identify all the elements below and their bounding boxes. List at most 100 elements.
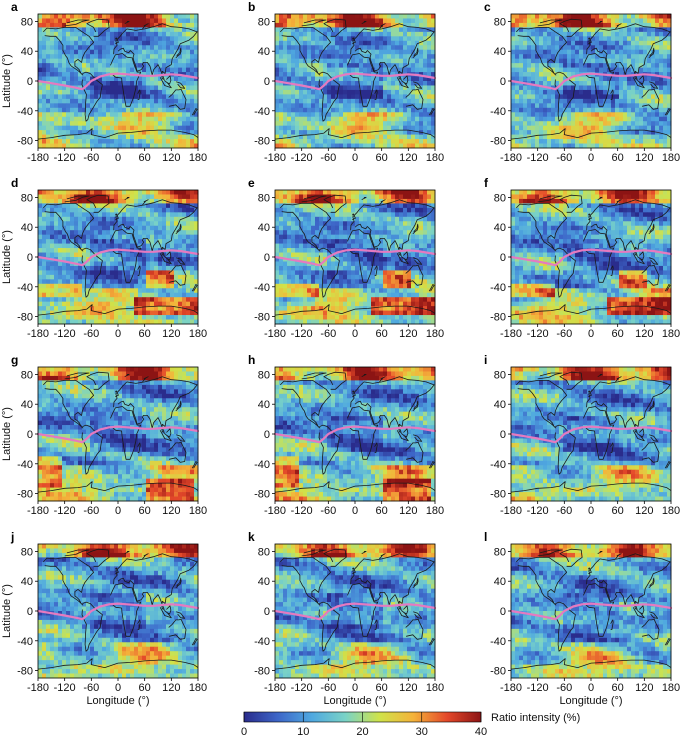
heatmap-cell [431,36,436,42]
heatmap-cell [591,116,596,122]
heatmap-cell [663,121,668,127]
heatmap-cell [555,40,560,46]
heatmap-cell [90,27,95,33]
heatmap-cell [351,98,356,104]
heatmap-cell [110,116,115,122]
heatmap-cell [335,40,340,46]
heatmap-cell [150,36,155,42]
heatmap-cell [607,112,612,118]
heatmap-cell [591,58,596,64]
heatmap-cell [599,85,604,91]
heatmap-cell [383,22,388,28]
heatmap-cell [86,67,91,73]
heatmap-cell [619,67,624,73]
heatmap-cell [154,216,159,222]
heatmap-cell [186,67,191,73]
heatmap-cell [559,134,564,140]
heatmap-cell [399,89,404,95]
heatmap-cell [383,130,388,135]
heatmap-cell [575,143,580,149]
heatmap-cell [599,63,604,68]
heatmap-cell [166,239,171,244]
heatmap-cell [78,274,83,280]
heatmap-cell [643,76,648,82]
heatmap-cell [275,103,280,109]
heatmap-cell [114,265,119,271]
heatmap-cell [42,252,47,258]
heatmap-cell [511,139,516,144]
heatmap-cell [46,85,51,91]
heatmap-cell [275,134,280,140]
heatmap-cell [311,112,316,118]
heatmap-cell [655,63,660,68]
heatmap-cell [511,116,516,122]
heatmap-cell [102,130,107,135]
heatmap-cell [343,121,348,127]
heatmap-cell [186,125,191,131]
heatmap-cell [190,225,195,231]
heatmap-cell [134,139,139,144]
heatmap-cell [599,103,604,109]
heatmap-cell [86,72,91,77]
heatmap-cell [651,107,656,113]
heatmap-cell [162,261,167,267]
heatmap-cell [194,18,199,24]
heatmap-cell [110,107,115,113]
heatmap-cell [162,288,167,294]
heatmap-cell [583,49,588,55]
heatmap-cell [663,81,668,86]
heatmap-cell [555,143,560,149]
heatmap-cell [591,107,596,113]
heatmap-cell [66,85,71,91]
heatmap-cell [371,103,376,109]
heatmap-cell [347,116,352,122]
heatmap-cell [539,36,544,42]
heatmap-cell [295,45,300,51]
heatmap-cell [599,18,604,24]
heatmap-cell [343,36,348,42]
heatmap-cell [194,261,199,267]
heatmap-cell [46,230,51,236]
heatmap-cell [122,103,127,109]
heatmap-cell [363,85,368,91]
heatmap-cell [178,14,183,19]
heatmap-cell [395,139,400,144]
heatmap-cell [423,112,428,118]
heatmap-cell [523,143,528,149]
heatmap-cell [94,112,99,118]
heatmap-cell [174,121,179,127]
heatmap-cell [643,89,648,95]
heatmap-cell [623,116,628,122]
coastline [510,128,672,140]
heatmap-cell [102,121,107,127]
heatmap-cell [50,27,55,33]
heatmap-cell [379,45,384,51]
heatmap-cell [547,107,552,113]
heatmap-cell [186,207,191,213]
heatmap-cell [98,274,103,280]
heatmap-cell [531,76,536,82]
heatmap-cell [527,14,532,19]
heatmap-cell [158,212,163,218]
heatmap-cell [70,225,75,231]
coastline [175,223,182,235]
heatmap-cell [535,18,540,24]
heatmap-cell [599,143,604,149]
heatmap-cell [651,116,656,122]
heatmap-cell [182,18,187,24]
heatmap-cell [178,98,183,104]
heatmap-cell [74,49,79,55]
heatmap-cell [166,130,171,135]
heatmap-cell [355,58,360,64]
heatmap-cell [78,319,83,325]
heatmap-cell [158,54,163,60]
heatmap-cell [647,76,652,82]
heatmap-cell [110,45,115,51]
heatmap-cell [146,216,151,222]
coastline [43,26,94,76]
heatmap-cell [631,94,636,100]
heatmap-cell [395,63,400,68]
heatmap-cell [659,72,664,77]
heatmap-cell [42,103,47,109]
heatmap-cell [355,36,360,42]
